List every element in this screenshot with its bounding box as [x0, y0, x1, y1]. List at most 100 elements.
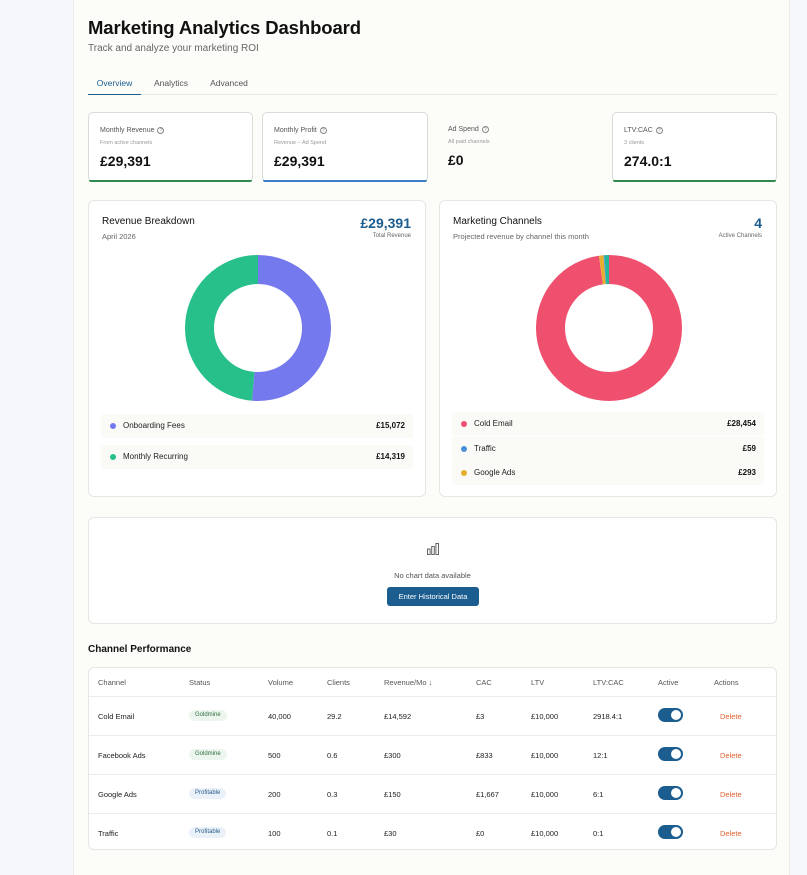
- empty-chart-message: No chart data available: [394, 571, 471, 580]
- cell-ltv: £10,000: [531, 790, 559, 799]
- cell-ltv-cac: 6:1: [593, 790, 604, 799]
- cell-cac: £1,667: [476, 790, 499, 799]
- column-header[interactable]: Revenue/Mo ↓: [384, 678, 433, 687]
- stat-card-ad-spend: Ad Spend? All paid channels £0: [437, 112, 602, 182]
- cell-ltv-cac: 12:1: [593, 751, 608, 760]
- channel-slice-0: [536, 255, 682, 401]
- revenue-breakdown-card: Revenue Breakdown April 2026 £29,391 Tot…: [88, 200, 426, 497]
- cell-ltv-cac: 2918.4:1: [593, 712, 623, 721]
- stat-label: Monthly Revenue: [100, 127, 155, 134]
- cell-volume: 100: [268, 829, 281, 838]
- info-icon[interactable]: ?: [655, 127, 663, 134]
- stat-sub: 3 clients: [624, 140, 645, 146]
- cell-clients: 0.1: [327, 829, 338, 838]
- tab-advanced[interactable]: Advanced: [210, 78, 248, 88]
- page-title: Marketing Analytics Dashboard: [88, 17, 361, 38]
- delete-button[interactable]: Delete: [720, 712, 742, 721]
- bar-chart-icon: [427, 543, 439, 555]
- cell-cac: £3: [476, 712, 485, 721]
- legend-name: Google Ads: [474, 468, 516, 477]
- total-revenue-value: £29,391: [360, 215, 411, 231]
- channels-donut-chart: [536, 255, 682, 401]
- tab-bar: Overview Analytics Advanced: [88, 71, 777, 95]
- status-badge: Profitable: [189, 788, 227, 799]
- cell-channel: Traffic: [98, 829, 119, 838]
- info-icon[interactable]: ?: [481, 126, 489, 133]
- stat-card-monthly-revenue: Monthly Revenue? From active channels £2…: [88, 112, 253, 182]
- legend-name: Cold Email: [474, 419, 513, 428]
- dashboard-page: Marketing Analytics Dashboard Track and …: [73, 0, 790, 875]
- legend-dot: [461, 470, 467, 476]
- stat-label: LTV:CAC: [624, 127, 653, 134]
- legend-row-onboarding-fees: Onboarding Fees £15,072: [101, 414, 413, 438]
- stat-sub: Revenue − Ad Spend: [274, 140, 327, 146]
- delete-button[interactable]: Delete: [720, 790, 742, 799]
- legend-value: £28,454: [727, 419, 756, 428]
- card-title: Marketing Channels: [453, 216, 542, 227]
- cell-channel: Facebook Ads: [98, 751, 146, 760]
- cell-revenue: £150: [384, 790, 401, 799]
- cell-clients: 0.6: [327, 751, 338, 760]
- channel-performance-title: Channel Performance: [88, 644, 192, 655]
- cell-clients: 0.3: [327, 790, 338, 799]
- table-row: Facebook Ads Goldmine 500 0.6 £300 £833 …: [89, 735, 776, 774]
- delete-button[interactable]: Delete: [720, 751, 742, 760]
- active-toggle[interactable]: [658, 825, 683, 839]
- stat-card-ltv-cac: LTV:CAC? 3 clients 274.0:1: [612, 112, 777, 182]
- table-row: Google Ads Profitable 200 0.3 £150 £1,66…: [89, 774, 776, 813]
- page-subtitle: Track and analyze your marketing ROI: [88, 43, 259, 54]
- cell-volume: 200: [268, 790, 281, 799]
- status-badge: Goldmine: [189, 749, 227, 760]
- historical-chart-empty-state: No chart data available Enter Historical…: [88, 517, 777, 624]
- legend-value: £293: [738, 468, 756, 477]
- stat-value: £29,391: [274, 153, 325, 169]
- column-header[interactable]: Active: [658, 678, 679, 687]
- stat-value: £0: [448, 152, 464, 168]
- column-header[interactable]: Actions: [714, 678, 739, 687]
- column-header[interactable]: LTV: [531, 678, 545, 687]
- stat-label: Monthly Profit: [274, 127, 317, 134]
- channel-slice-3: [536, 255, 682, 401]
- column-header[interactable]: Channel: [98, 678, 126, 687]
- legend-dot: [461, 421, 467, 427]
- legend-dot: [110, 454, 116, 460]
- stat-label: Ad Spend: [448, 126, 479, 133]
- info-icon[interactable]: ?: [157, 127, 165, 134]
- legend-value: £59: [742, 444, 756, 453]
- channel-performance-table: Channel Status Volume Clients Revenue/Mo…: [88, 667, 777, 850]
- table-row: Traffic Profitable 100 0.1 £30 £0 £10,00…: [89, 813, 776, 849]
- card-subtitle: Projected revenue by channel this month: [453, 232, 589, 241]
- legend-dot: [461, 446, 467, 452]
- tab-overview[interactable]: Overview: [88, 71, 141, 95]
- cell-volume: 500: [268, 751, 281, 760]
- tab-analytics[interactable]: Analytics: [153, 78, 188, 88]
- active-toggle[interactable]: [658, 708, 683, 722]
- legend-row-google-ads: Google Ads £293: [452, 461, 764, 485]
- column-header[interactable]: Volume: [268, 678, 294, 687]
- column-header[interactable]: LTV:CAC: [593, 678, 624, 687]
- status-badge: Goldmine: [189, 710, 227, 721]
- revenue-donut-chart: [185, 255, 331, 401]
- total-revenue-label: Total Revenue: [372, 233, 411, 239]
- legend-row-cold-email: Cold Email £28,454: [452, 412, 764, 436]
- cell-ltv-cac: 0:1: [593, 829, 604, 838]
- cell-cac: £0: [476, 829, 485, 838]
- delete-button[interactable]: Delete: [720, 829, 742, 838]
- legend-value: £14,319: [376, 452, 405, 461]
- stat-value: 274.0:1: [624, 153, 672, 169]
- enter-historical-data-button[interactable]: Enter Historical Data: [387, 587, 479, 606]
- active-channels-count: 4: [754, 215, 762, 231]
- active-toggle[interactable]: [658, 786, 683, 800]
- stat-sub: All paid channels: [448, 139, 490, 145]
- cell-ltv: £10,000: [531, 829, 559, 838]
- active-toggle[interactable]: [658, 747, 683, 761]
- cell-channel: Cold Email: [98, 712, 135, 721]
- card-subtitle: April 2026: [102, 232, 136, 241]
- legend-row-traffic: Traffic £59: [452, 437, 764, 461]
- cell-cac: £833: [476, 751, 493, 760]
- info-icon[interactable]: ?: [319, 127, 327, 134]
- cell-clients: 29.2: [327, 712, 342, 721]
- column-header[interactable]: Clients: [327, 678, 350, 687]
- column-header[interactable]: Status: [189, 678, 211, 687]
- column-header[interactable]: CAC: [476, 678, 492, 687]
